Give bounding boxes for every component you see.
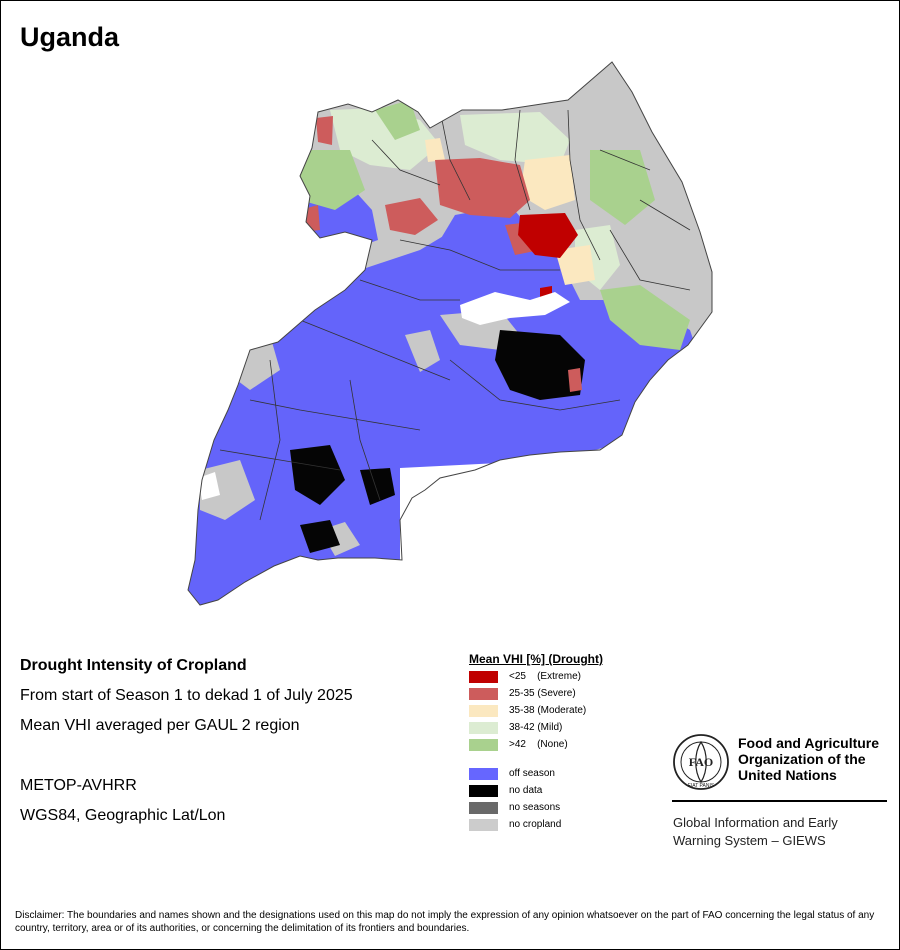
legend-label: 25-35 (Severe): [509, 688, 576, 699]
off-season-region: [188, 220, 700, 605]
fao-name-line: Food and Agriculture: [738, 735, 880, 751]
fao-name-line: United Nations: [738, 767, 837, 783]
fao-logo-motto: FIAT PANIS: [688, 783, 715, 789]
map-projection: WGS84, Geographic Lat/Lon: [20, 807, 226, 824]
extreme-drought-region: [518, 213, 578, 258]
moderate-drought-region: [555, 245, 595, 285]
no-drought-region: [375, 100, 420, 140]
legend-label: >42 (None): [509, 739, 568, 750]
legend-title: Mean VHI [%] (Drought): [469, 652, 603, 666]
severe-drought-region: [568, 368, 582, 392]
off-season-north: [440, 205, 545, 275]
legend-swatch: [469, 785, 498, 797]
map-period: From start of Season 1 to dekad 1 of Jul…: [20, 687, 353, 704]
no-data-region: [495, 330, 585, 400]
no-drought-region: [590, 150, 655, 225]
map-heading: Drought Intensity of Cropland: [20, 657, 247, 674]
legend-item: no cropland: [469, 818, 603, 835]
severe-drought-region: [435, 158, 530, 218]
lake-victoria: [400, 440, 712, 605]
legend-swatch: [469, 768, 498, 780]
no-data-region: [300, 520, 340, 553]
legend-label: off season: [509, 768, 555, 779]
district-boundaries: [219, 109, 691, 521]
legend-item: 38-42 (Mild): [469, 721, 603, 738]
fao-divider: [672, 800, 887, 802]
legend-item: 35-38 (Moderate): [469, 704, 603, 721]
no-drought-region: [600, 285, 690, 350]
severe-drought-region: [316, 116, 333, 145]
lake-george: [198, 472, 220, 500]
giews-line: Global Information and Early: [673, 815, 838, 830]
legend-label: no cropland: [509, 819, 562, 830]
legend-swatch: [469, 722, 498, 734]
fao-name-line: Organization of the: [738, 751, 866, 767]
legend-swatch: [469, 739, 498, 751]
no-drought-region: [300, 150, 365, 210]
legend-swatch: [469, 688, 498, 700]
fao-logo: FAO FIAT PANIS: [673, 734, 729, 790]
moderate-drought-region: [520, 155, 575, 210]
disclaimer: Disclaimer: The boundaries and names sho…: [15, 910, 875, 934]
giews-name: Global Information and Early Warning Sys…: [673, 814, 838, 850]
legend-item: <25 (Extreme): [469, 670, 603, 687]
map-info: Drought Intensity of Cropland From start…: [20, 656, 353, 836]
lake-kyoga: [460, 292, 570, 325]
giews-line: Warning System – GIEWS: [673, 833, 826, 848]
no-data-region: [290, 445, 345, 505]
legend-label: 35-38 (Moderate): [509, 705, 587, 716]
legend-item: >42 (None): [469, 738, 603, 755]
legend-item: 25-35 (Severe): [469, 687, 603, 704]
legend-label: <25 (Extreme): [509, 671, 581, 682]
uganda-drought-map: [187, 61, 713, 606]
map-method: Mean VHI averaged per GAUL 2 region: [20, 717, 300, 734]
severe-drought-region: [385, 198, 438, 235]
legend-swatch: [469, 802, 498, 814]
no-data-region: [360, 468, 395, 505]
legend-item: no seasons: [469, 801, 603, 818]
legend-swatch: [469, 671, 498, 683]
mild-drought-region: [460, 112, 570, 165]
map-sensor: METOP-AVHRR: [20, 777, 137, 794]
legend-swatch: [469, 705, 498, 717]
map-legend: Mean VHI [%] (Drought) <25 (Extreme) 25-3…: [469, 652, 603, 835]
legend-label: no seasons: [509, 802, 561, 813]
map-title: Uganda: [20, 22, 120, 52]
fao-name: Food and Agriculture Organization of the…: [738, 735, 879, 783]
legend-label: 38-42 (Mild): [509, 722, 563, 733]
legend-item: off season: [469, 767, 603, 784]
legend-item: no data: [469, 784, 603, 801]
moderate-drought-region: [425, 138, 445, 162]
legend-label: no data: [509, 785, 543, 796]
no-cropland-patch: [405, 330, 440, 372]
severe-drought-region: [300, 205, 320, 232]
fao-logo-text: FAO: [689, 755, 713, 769]
legend-swatch: [469, 819, 498, 831]
